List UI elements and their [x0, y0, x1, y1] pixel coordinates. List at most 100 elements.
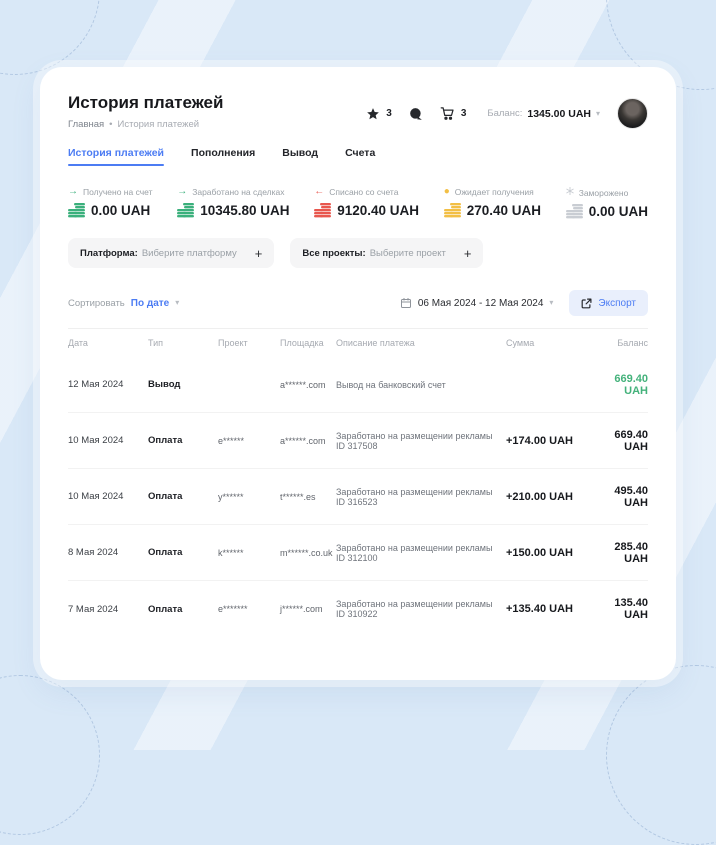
cell-amount: +174.00 UAH [506, 434, 573, 447]
plus-icon[interactable]: + [254, 245, 263, 261]
export-button[interactable]: Экспорт [569, 290, 648, 316]
coins-icon [314, 203, 332, 218]
arrow-right-icon: → [68, 186, 78, 197]
stat-value: 9120.40 UAH [337, 203, 420, 218]
stat-value: 10345.80 UAH [200, 203, 290, 218]
platform-filter[interactable]: Платформа: Виберите платформу + [68, 238, 275, 268]
cell-amount: +150.00 UAH [506, 546, 573, 559]
cell-platform: j******.com [280, 604, 323, 614]
export-icon [581, 298, 592, 309]
cell-type: Оплата [148, 547, 183, 558]
cart-count: 3 [460, 108, 467, 119]
coins-icon [177, 203, 195, 218]
stat-received: → Получено на счет 0.00 UAH [68, 187, 153, 219]
snowflake-icon [566, 186, 574, 198]
export-label: Экспорт [598, 297, 636, 309]
table-row[interactable]: 10 Мая 2024 Оплата y****** t******.es За… [68, 469, 648, 525]
chevron-down-icon: ▾ [549, 298, 554, 307]
filter-placeholder: Выберите проект [369, 247, 446, 259]
stat-pending: ● Ожидает получения 270.40 UAH [443, 186, 541, 219]
arrow-right-icon: → [177, 186, 188, 197]
cell-type: Оплата [148, 435, 183, 446]
stat-label: Получено на счет [83, 187, 153, 197]
cell-date: 12 Мая 2024 [68, 379, 124, 390]
tab-top-ups[interactable]: Пополнения [191, 147, 256, 159]
page-header: История платежей Главная • История плате… [68, 93, 648, 130]
cell-date: 7 Мая 2024 [68, 603, 119, 615]
sort-value: По дате [130, 297, 170, 309]
user-avatar[interactable] [617, 98, 648, 129]
plus-icon[interactable]: + [463, 245, 472, 261]
cell-description: Заработано на размещении рекламы ID 3165… [336, 486, 493, 507]
cell-amount: +135.40 UAH [506, 603, 573, 615]
table-row[interactable]: 8 Мая 2024 Оплата k****** m******.co.uk … [68, 525, 648, 581]
arrow-left-icon: ← [314, 186, 325, 197]
cell-type: Оплата [148, 603, 183, 615]
sort-label: Сортировать [68, 297, 125, 309]
cell-description: Заработано на размещении рекламы ID 3121… [336, 542, 493, 563]
tab-payment-history[interactable]: История платежей [68, 147, 165, 166]
cell-platform: m******.co.uk [280, 547, 333, 558]
stats-row: → Получено на счет 0.00 UAH → Заработано… [68, 187, 648, 219]
filters-row: Платформа: Виберите платформу + Все прое… [68, 238, 648, 268]
cell-type: Оплата [148, 491, 183, 502]
coins-icon [443, 203, 461, 218]
messages-button[interactable] [409, 107, 423, 121]
table-header: Дата Тип Проект Площадка Описание платеж… [68, 329, 648, 357]
date-range-picker[interactable]: 06 Мая 2024 - 12 Мая 2024 ▾ [400, 297, 554, 309]
sort-dropdown[interactable]: Сортировать По дате ▾ [68, 298, 179, 309]
decorative-dashed-circle [606, 665, 716, 845]
stat-label: Ожидает получения [454, 187, 534, 197]
cell-description: Заработано на размещении рекламы ID 3175… [336, 430, 493, 451]
breadcrumb-separator: • [109, 119, 113, 130]
balance-value: 1345.00 UAH [527, 107, 591, 120]
column-header-type: Тип [148, 338, 164, 348]
column-header-project: Проект [218, 338, 248, 348]
pending-dot-icon: ● [443, 186, 450, 197]
projects-filter[interactable]: Все проекты: Выберите проект + [290, 238, 484, 268]
chevron-down-icon: ▾ [175, 298, 180, 307]
cell-project: e******* [218, 604, 248, 614]
stat-label: Заморожено [578, 187, 629, 198]
table-row[interactable]: 10 Мая 2024 Оплата e****** a******.com З… [68, 413, 648, 469]
column-header-amount: Сумма [506, 338, 535, 348]
star-icon [366, 107, 380, 121]
date-range-value: 06 Мая 2024 - 12 Мая 2024 [417, 297, 544, 309]
filter-label: Все проекты: [302, 247, 366, 259]
cell-balance: 135.40 UAH [614, 597, 648, 621]
breadcrumb: Главная • История платежей [68, 119, 223, 130]
cell-type: Вывод [148, 379, 181, 390]
page-title: История платежей [68, 93, 224, 112]
cell-description: Вывод на банковский счет [336, 379, 446, 390]
balance-label: Баланс: [487, 108, 523, 119]
cart-button[interactable]: 3 [440, 106, 467, 121]
cell-balance: 495.40 UAH [614, 484, 648, 509]
calendar-icon [400, 297, 412, 309]
balance-dropdown[interactable]: Баланс: 1345.00 UAH ▾ [487, 108, 600, 120]
tab-invoices[interactable]: Счета [345, 147, 376, 159]
table-row[interactable]: 7 Мая 2024 Оплата e******* j******.com З… [68, 581, 648, 637]
coins-icon [565, 204, 583, 219]
chevron-down-icon: ▾ [595, 108, 600, 118]
cart-icon [440, 106, 455, 121]
stat-debited: ← Списано со счета 9120.40 UAH [314, 187, 419, 219]
cell-description: Заработано на размещении рекламы ID 3109… [336, 599, 493, 619]
table-toolbar: Сортировать По дате ▾ 06 Мая 2024 - 12 М… [68, 290, 648, 329]
cell-project: k****** [218, 547, 244, 558]
cell-date: 10 Мая 2024 [68, 435, 124, 446]
favorites-button[interactable]: 3 [366, 107, 392, 121]
cell-date: 10 Мая 2024 [68, 491, 124, 502]
cell-project: e****** [218, 435, 245, 446]
stat-label: Заработано на сделках [192, 187, 285, 197]
breadcrumb-home-link[interactable]: Главная [68, 119, 105, 130]
tab-withdrawal[interactable]: Вывод [282, 147, 319, 159]
cell-platform: a******.com [280, 379, 326, 390]
stat-frozen: Заморожено 0.00 UAH [565, 186, 648, 219]
table-row[interactable]: 12 Мая 2024 Вывод a******.com Вывод на б… [68, 357, 648, 413]
cell-amount: +210.00 UAH [506, 490, 573, 503]
filter-placeholder: Виберите платформу [141, 247, 237, 259]
cell-project: y****** [218, 491, 244, 502]
breadcrumb-current: История платежей [117, 119, 200, 130]
favorites-count: 3 [386, 108, 392, 119]
cell-balance: 669.40 UAH [614, 372, 648, 397]
